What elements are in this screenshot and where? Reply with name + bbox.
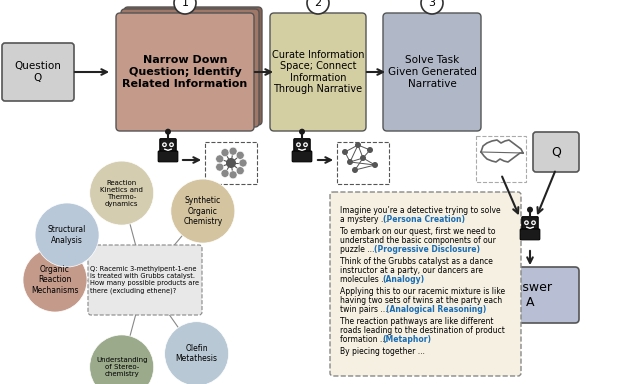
Text: Imagine you’re a detective trying to solve: Imagine you’re a detective trying to sol… <box>340 206 500 215</box>
Text: molecules ...: molecules ... <box>340 275 390 284</box>
Circle shape <box>23 248 87 312</box>
Circle shape <box>525 222 527 224</box>
Circle shape <box>307 0 329 14</box>
Circle shape <box>216 155 224 163</box>
Text: Think of the Grubbs catalyst as a dance: Think of the Grubbs catalyst as a dance <box>340 257 493 266</box>
Text: Question
Q: Question Q <box>15 61 61 83</box>
Circle shape <box>532 222 534 224</box>
Circle shape <box>90 335 154 384</box>
Text: (Progressive Disclosure): (Progressive Disclosure) <box>374 245 479 254</box>
Text: Reaction
Kinetics and
Thermo-
dynamics: Reaction Kinetics and Thermo- dynamics <box>100 180 143 207</box>
FancyBboxPatch shape <box>292 151 312 162</box>
Text: Answer
A: Answer A <box>507 281 553 309</box>
FancyBboxPatch shape <box>330 192 521 376</box>
Circle shape <box>226 158 236 168</box>
Text: having two sets of twins at the party each: having two sets of twins at the party ea… <box>340 296 502 305</box>
Text: (Analogy): (Analogy) <box>383 275 425 284</box>
Text: Q: Racemic 3-methylpent-1-ene
is treated with Grubbs catalyst.
How many possible: Q: Racemic 3-methylpent-1-ene is treated… <box>90 266 200 294</box>
Text: Organic
Reaction
Mechanisms: Organic Reaction Mechanisms <box>31 265 79 295</box>
Circle shape <box>90 161 154 225</box>
FancyBboxPatch shape <box>270 13 366 131</box>
Circle shape <box>236 167 244 175</box>
Text: Narrow Down
Question; Identify
Related Information: Narrow Down Question; Identify Related I… <box>122 55 248 89</box>
Text: Applying this to our racemic mixture is like: Applying this to our racemic mixture is … <box>340 287 505 296</box>
FancyBboxPatch shape <box>2 43 74 101</box>
FancyBboxPatch shape <box>158 151 178 162</box>
Text: 3: 3 <box>429 0 435 8</box>
Circle shape <box>239 159 247 167</box>
Circle shape <box>367 147 373 153</box>
Circle shape <box>229 171 237 179</box>
Text: puzzle ...: puzzle ... <box>340 245 377 254</box>
Text: Solve Task
Given Generated
Narrative: Solve Task Given Generated Narrative <box>388 55 476 89</box>
Text: Understanding
of Stereo-
chemistry: Understanding of Stereo- chemistry <box>96 357 147 377</box>
Text: instructor at a party, our dancers are: instructor at a party, our dancers are <box>340 266 483 275</box>
Circle shape <box>221 169 229 177</box>
Circle shape <box>229 147 237 155</box>
Text: understand the basic components of our: understand the basic components of our <box>340 236 496 245</box>
Circle shape <box>299 129 305 135</box>
Text: (Persona Creation): (Persona Creation) <box>383 215 465 224</box>
Text: formation ...: formation ... <box>340 335 389 344</box>
Text: a mystery ...: a mystery ... <box>340 215 390 224</box>
Circle shape <box>305 144 307 146</box>
Text: Olefin
Metathesis: Olefin Metathesis <box>175 344 218 363</box>
Text: 1: 1 <box>182 0 189 8</box>
Text: (Analogical Reasoning): (Analogical Reasoning) <box>386 305 486 314</box>
Circle shape <box>303 142 308 147</box>
Circle shape <box>360 155 366 161</box>
Circle shape <box>170 144 173 146</box>
FancyBboxPatch shape <box>522 217 538 230</box>
FancyBboxPatch shape <box>116 13 254 131</box>
Text: By piecing together ...: By piecing together ... <box>340 347 425 356</box>
Text: twin pairs ...: twin pairs ... <box>340 305 390 314</box>
Circle shape <box>165 129 171 135</box>
Circle shape <box>174 0 196 14</box>
Circle shape <box>372 162 378 168</box>
FancyBboxPatch shape <box>481 267 579 323</box>
Text: Structural
Analysis: Structural Analysis <box>48 225 86 245</box>
Circle shape <box>527 207 533 213</box>
FancyBboxPatch shape <box>121 9 259 127</box>
FancyBboxPatch shape <box>337 142 389 184</box>
FancyBboxPatch shape <box>476 136 526 182</box>
Text: To embark on our quest, first we need to: To embark on our quest, first we need to <box>340 227 495 236</box>
FancyBboxPatch shape <box>88 245 202 315</box>
Circle shape <box>352 167 358 173</box>
Circle shape <box>342 149 348 155</box>
Text: (Metaphor): (Metaphor) <box>383 335 432 344</box>
FancyBboxPatch shape <box>160 139 176 152</box>
Circle shape <box>296 142 301 147</box>
FancyBboxPatch shape <box>520 229 540 240</box>
Circle shape <box>236 151 244 159</box>
Circle shape <box>216 163 224 171</box>
Circle shape <box>531 220 536 225</box>
Circle shape <box>35 203 99 267</box>
Circle shape <box>355 142 361 148</box>
Circle shape <box>221 149 229 157</box>
Circle shape <box>524 220 529 225</box>
Text: The reaction pathways are like different: The reaction pathways are like different <box>340 317 493 326</box>
Circle shape <box>421 0 443 14</box>
Circle shape <box>347 159 353 165</box>
Circle shape <box>163 144 166 146</box>
Text: Q: Q <box>551 146 561 159</box>
FancyBboxPatch shape <box>205 142 257 184</box>
FancyBboxPatch shape <box>124 7 262 125</box>
Circle shape <box>298 144 300 146</box>
Circle shape <box>164 322 228 384</box>
FancyBboxPatch shape <box>294 139 310 152</box>
Circle shape <box>169 142 174 147</box>
Text: Synthetic
Organic
Chemistry: Synthetic Organic Chemistry <box>183 196 223 226</box>
FancyBboxPatch shape <box>533 132 579 172</box>
Text: Curate Information
Space; Connect
Information
Through Narrative: Curate Information Space; Connect Inform… <box>272 50 364 94</box>
Circle shape <box>162 142 167 147</box>
Text: roads leading to the destination of product: roads leading to the destination of prod… <box>340 326 505 335</box>
Circle shape <box>171 179 235 243</box>
Text: 2: 2 <box>314 0 321 8</box>
FancyBboxPatch shape <box>383 13 481 131</box>
